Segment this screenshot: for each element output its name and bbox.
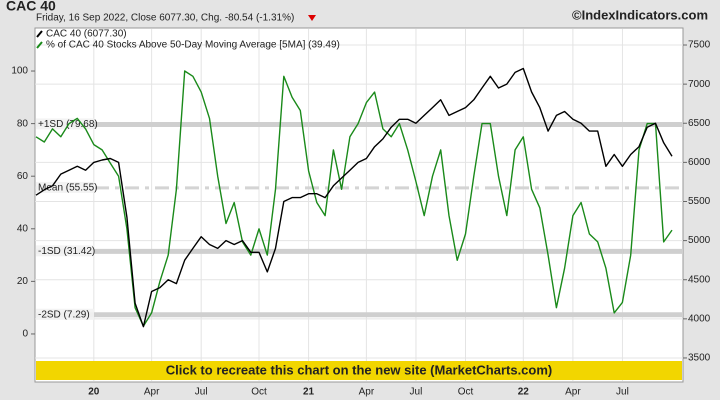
y-tick-label: 60 (17, 171, 29, 182)
y2-tick-label: 6000 (688, 157, 711, 168)
down-arrow (308, 15, 316, 21)
x-tick-label: Jul (616, 387, 629, 398)
x-tick-label: Jul (410, 387, 423, 398)
reference-label: -1SD (31.42) (38, 246, 95, 257)
plot-area (34, 27, 684, 383)
x-tick-label: Oct (458, 387, 474, 398)
legend-label: % of CAC 40 Stocks Above 50-Day Moving A… (46, 40, 340, 51)
y2-tick-label: 7500 (688, 40, 711, 51)
y-tick-label: 100 (11, 66, 28, 77)
x-tick-label: 22 (518, 387, 530, 398)
y2-tick-label: 7000 (688, 79, 711, 90)
y2-tick-label: 4000 (688, 313, 711, 324)
legend: CAC 40 (6077.30)% of CAC 40 Stocks Above… (36, 29, 340, 51)
legend-label: CAC 40 (6077.30) (46, 29, 127, 40)
reference-label-bg (36, 245, 94, 257)
y2-tick-label: 5000 (688, 235, 711, 246)
reference-label: Mean (55.55) (38, 183, 97, 194)
y2-tick-label: 5500 (688, 196, 711, 207)
x-tick-label: Apr (359, 387, 375, 398)
x-tick-label: Apr (565, 387, 581, 398)
legend-swatch (36, 41, 43, 49)
legend-swatch (36, 30, 43, 38)
line-layer (35, 67, 673, 328)
y2-tick-label: 6500 (688, 118, 711, 129)
reference-label: -2SD (7.29) (38, 309, 90, 320)
banner[interactable] (36, 361, 682, 380)
x-tick-label: 20 (88, 387, 100, 398)
x-tick-label: Apr (144, 387, 160, 398)
reference-label-bg (36, 118, 94, 130)
banner-text[interactable]: Click to recreate this chart on the new … (166, 362, 553, 377)
x-tick-label: 21 (303, 387, 315, 398)
y2-tick-label: 4500 (688, 274, 711, 285)
y2-tick-label: 3500 (688, 353, 711, 364)
source: ©IndexIndicators.com (572, 7, 708, 22)
chart-title: CAC 40 (6, 0, 56, 14)
y-tick-label: 0 (22, 329, 28, 340)
x-tick-label: Oct (251, 387, 267, 398)
reference-label-bg (36, 181, 94, 193)
y-tick-label: 80 (17, 118, 29, 129)
chart-subtitle: Friday, 16 Sep 2022, Close 6077.30, Chg.… (36, 13, 294, 24)
y-tick-label: 20 (17, 276, 29, 287)
reference-label-bg (36, 308, 94, 320)
x-tick-label: Jul (195, 387, 208, 398)
y-tick-label: 40 (17, 223, 29, 234)
series-line (35, 67, 673, 328)
